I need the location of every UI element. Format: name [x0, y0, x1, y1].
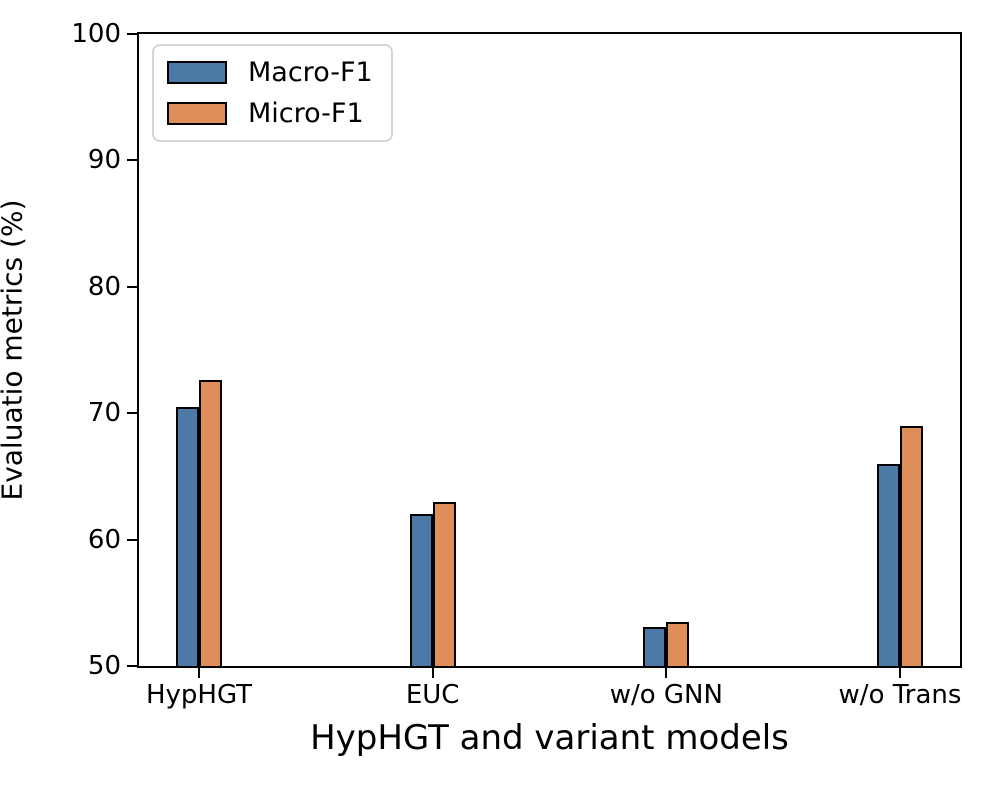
x-tick-label: w/o Trans — [838, 680, 962, 710]
y-tick-mark — [127, 412, 137, 415]
x-tick-label: EUC — [405, 680, 460, 710]
y-tick-label: 90 — [87, 145, 121, 176]
y-tick-mark — [127, 665, 137, 667]
y-tick-label: 50 — [87, 651, 121, 681]
bar-micro-f1-w-o-gnn — [666, 622, 690, 666]
x-tick-mark — [431, 668, 434, 678]
bar-micro-f1-w-o-trans — [900, 426, 923, 666]
legend-label-macro-f1: Macro-F1 — [248, 57, 373, 88]
y-tick-mark — [127, 538, 137, 541]
bar-macro-f1-euc — [409, 514, 433, 666]
y-tick-label: 80 — [87, 271, 121, 302]
bar-macro-f1-w-o-gnn — [643, 627, 667, 666]
x-tick-label: w/o GNN — [609, 680, 723, 710]
legend: Macro-F1 Micro-F1 — [152, 44, 393, 143]
macro-f1-swatch-icon — [167, 61, 227, 85]
y-tick-label: 100 — [71, 19, 121, 49]
plot-area: Macro-F1 Micro-F1 — [137, 32, 962, 668]
bar-micro-f1-euc — [432, 502, 456, 666]
y-tick-mark — [127, 159, 137, 162]
y-tick-mark — [127, 33, 137, 35]
y-tick-label: 60 — [87, 524, 121, 555]
legend-item-micro-f1: Micro-F1 — [167, 98, 373, 129]
micro-f1-swatch-icon — [167, 102, 227, 126]
bar-macro-f1-hyphgt — [176, 407, 199, 666]
bars-layer — [139, 34, 960, 666]
x-tick-mark — [665, 668, 668, 678]
legend-label-micro-f1: Micro-F1 — [248, 98, 364, 130]
y-axis-label: Evaluatio metrics (%) — [0, 199, 29, 501]
bar-macro-f1-w-o-trans — [877, 464, 900, 666]
bar-micro-f1-hyphgt — [199, 380, 222, 666]
y-tick-mark — [127, 285, 137, 288]
x-tick-label: HypHGT — [145, 680, 253, 710]
x-tick-mark — [899, 668, 901, 678]
y-tick-label: 70 — [87, 398, 121, 429]
x-axis-label: HypHGT and variant models — [310, 718, 789, 758]
legend-item-macro-f1: Macro-F1 — [167, 57, 373, 88]
x-tick-mark — [198, 668, 200, 678]
